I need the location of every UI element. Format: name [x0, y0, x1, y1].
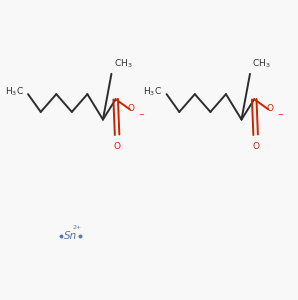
Text: H$_3$C: H$_3$C — [5, 85, 24, 98]
Text: CH$_3$: CH$_3$ — [114, 57, 132, 70]
Text: −: − — [138, 112, 144, 118]
Text: O: O — [252, 142, 259, 151]
Text: Sn: Sn — [64, 231, 77, 241]
Text: 2+: 2+ — [73, 225, 82, 230]
Text: CH$_3$: CH$_3$ — [252, 57, 271, 70]
Text: H$_3$C: H$_3$C — [143, 85, 162, 98]
Text: −: − — [277, 112, 283, 118]
Text: O: O — [128, 104, 135, 113]
Text: O: O — [266, 104, 273, 113]
Text: O: O — [114, 142, 121, 151]
